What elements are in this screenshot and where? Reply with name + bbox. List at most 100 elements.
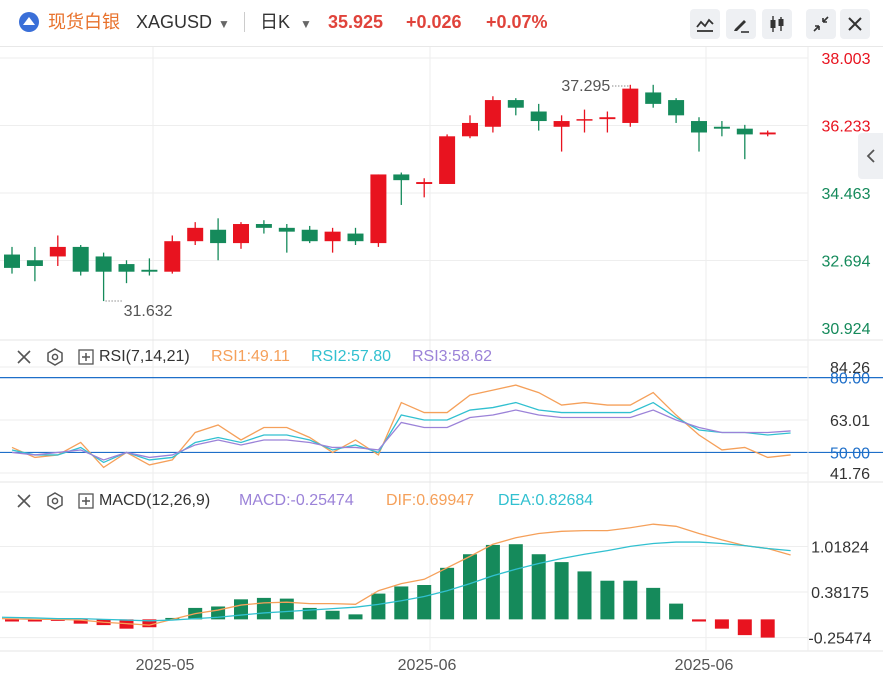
expand-plus-icon[interactable] — [78, 349, 94, 365]
candle-body — [668, 100, 685, 116]
macd-bar — [279, 598, 294, 620]
symbol-name[interactable]: 现货白银 — [48, 12, 120, 32]
candle-body — [462, 122, 478, 137]
macd-bar — [371, 593, 386, 620]
macd-bar — [302, 607, 317, 620]
macd-bar — [165, 617, 180, 620]
candle-body — [26, 260, 43, 266]
collapse-icon — [813, 16, 829, 32]
dif-line — [1, 523, 791, 626]
macd-title: MACD(12,26,9) — [99, 492, 211, 509]
chevron-left-icon — [866, 149, 875, 163]
line-chart-button[interactable] — [690, 9, 720, 39]
macd-value: MACD:-0.25474 — [239, 492, 354, 509]
silver-logo-icon — [19, 12, 39, 32]
close-icon[interactable] — [16, 349, 32, 365]
side-panel-toggle[interactable] — [858, 133, 883, 179]
candle-body — [255, 224, 272, 228]
macd-header: MACD(12,26,9) MACD:-0.25474 DIF:0.69947 … — [0, 490, 640, 512]
close-icon[interactable] — [16, 493, 32, 509]
chevron-down-icon[interactable]: ▼ — [218, 17, 230, 31]
y-tick-label: 36.233 — [822, 119, 871, 136]
x-tick-label: 2025-06 — [398, 657, 457, 674]
close-icon — [848, 17, 862, 31]
macd-bar — [348, 614, 363, 620]
candle-body — [278, 227, 295, 232]
candlestick-button[interactable] — [762, 9, 792, 39]
y-tick-label: 34.463 — [822, 186, 871, 203]
macd-bar — [714, 619, 729, 629]
macd-bar — [485, 544, 500, 620]
macd-bar — [5, 619, 19, 622]
dif-value: DIF:0.69947 — [386, 492, 475, 509]
candle-body — [576, 119, 593, 121]
macd-bar — [737, 619, 752, 636]
candle-body — [49, 246, 66, 257]
settings-icon[interactable] — [46, 348, 64, 366]
macd-bar — [27, 619, 42, 622]
candle-body — [164, 241, 181, 272]
reference-label: 80.00 — [830, 371, 870, 388]
candle-body — [4, 254, 20, 268]
y-tick-label: 41.76 — [830, 466, 870, 483]
candle-body — [713, 126, 730, 129]
line-chart-icon — [696, 18, 714, 32]
macd-bar — [50, 619, 65, 621]
candle-body — [233, 224, 249, 244]
rsi-title: RSI(7,14,21) — [99, 348, 190, 365]
settings-icon[interactable] — [46, 492, 64, 510]
candle-body — [301, 229, 318, 242]
y-tick-label: 30.924 — [822, 321, 871, 338]
candle-body — [347, 233, 364, 242]
macd-bar — [531, 554, 546, 620]
collapse-button[interactable] — [806, 9, 836, 39]
high-label: 37.295 — [561, 78, 610, 95]
close-button[interactable] — [840, 9, 870, 39]
rsi2-value: RSI2:57.80 — [311, 348, 392, 365]
macd-bar — [463, 554, 477, 620]
y-tick-label: 32.694 — [822, 253, 871, 270]
expand-plus-icon[interactable] — [78, 493, 94, 509]
macd-bar — [234, 599, 248, 620]
price-change-percent: +0.07% — [486, 12, 548, 32]
divider — [244, 12, 245, 32]
last-price: 35.925 — [328, 12, 384, 32]
low-label: 31.632 — [124, 303, 173, 320]
macd-bar — [417, 585, 432, 620]
candle-body — [645, 92, 662, 104]
macd-bar — [256, 597, 271, 620]
candle-body — [187, 227, 204, 242]
rsi-line-3 — [11, 409, 791, 461]
candle-body — [118, 264, 135, 272]
macd-bar — [669, 603, 684, 620]
y-tick-label: 1.01824 — [811, 539, 869, 556]
symbol-code[interactable]: XAGUSD — [136, 12, 213, 32]
candle-body — [210, 229, 227, 244]
rsi-line-1 — [11, 384, 791, 469]
macd-bar — [73, 619, 88, 624]
macd-bar — [600, 580, 615, 620]
dea-value: DEA:0.82684 — [498, 492, 594, 509]
period-selector[interactable]: 日K — [260, 12, 291, 32]
price-change: +0.026 — [406, 12, 462, 32]
reference-label: 50.00 — [830, 445, 870, 462]
chevron-down-icon[interactable]: ▼ — [300, 17, 312, 31]
candle-body — [141, 269, 158, 272]
rsi-header: RSI(7,14,21) RSI1:49.11 RSI2:57.80 RSI3:… — [0, 346, 600, 368]
dea-line — [1, 541, 791, 622]
y-tick-label: 84.26 — [830, 360, 870, 377]
macd-bar — [142, 619, 157, 628]
candle-body — [622, 88, 639, 123]
draw-button[interactable] — [726, 9, 756, 39]
candle-body — [759, 132, 776, 135]
draw-pen-icon — [734, 20, 749, 33]
candlestick-icon — [770, 16, 784, 32]
candle-body — [439, 136, 456, 184]
macd-bar — [508, 544, 523, 620]
rsi1-value: RSI1:49.11 — [211, 348, 290, 365]
chart-header: 现货白银 XAGUSD ▼ 日K ▼ 35.925 +0.026 +0.07% — [0, 0, 883, 47]
candle-body — [530, 111, 547, 122]
macd-bar — [554, 562, 569, 620]
macd-bar — [760, 619, 775, 638]
